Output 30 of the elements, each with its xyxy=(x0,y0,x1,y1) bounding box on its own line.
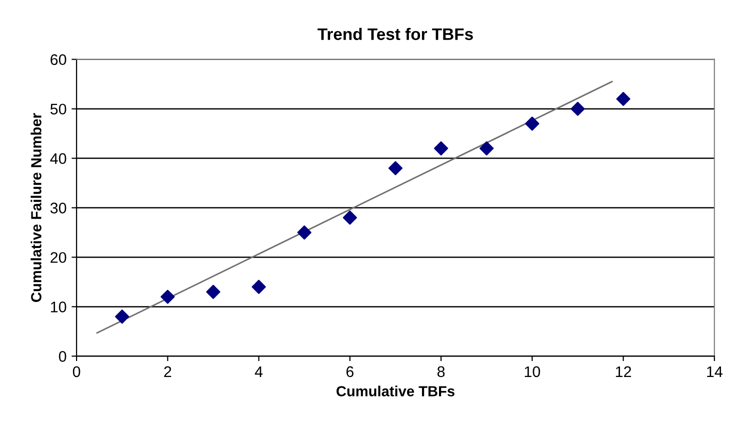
y-axis-title: Cumulative Failure Number xyxy=(30,113,42,302)
point xyxy=(206,284,220,299)
chart-title: Trend Test for TBFs xyxy=(318,28,473,40)
point xyxy=(570,102,585,116)
point xyxy=(434,141,448,156)
point xyxy=(160,290,175,304)
point xyxy=(252,280,266,294)
x-tick-label: 8 xyxy=(437,366,445,378)
point xyxy=(616,92,630,106)
y-tick-label: 20 xyxy=(50,252,66,263)
x-tick-label: 0 xyxy=(72,366,80,378)
x-tick-label: 14 xyxy=(707,366,722,377)
y-tick-label: 10 xyxy=(50,302,66,312)
point xyxy=(388,161,403,176)
x-tick-label: 6 xyxy=(346,366,354,378)
y-tick-label: 30 xyxy=(50,202,66,214)
x-tick-label: 10 xyxy=(524,366,540,378)
x-tick-label: 12 xyxy=(616,366,632,377)
y-tick-label: 0 xyxy=(58,351,66,362)
x-tick-label: 4 xyxy=(254,366,263,377)
x-tick-label: 2 xyxy=(164,366,172,377)
point xyxy=(480,141,494,156)
x-axis-title: Cumulative TBFs xyxy=(336,386,454,396)
point xyxy=(115,310,130,324)
point xyxy=(342,210,357,225)
y-tick-label: 60 xyxy=(50,54,66,66)
point xyxy=(525,116,540,131)
point xyxy=(297,225,312,240)
y-tick-label: 50 xyxy=(50,104,66,115)
y-tick-label: 40 xyxy=(50,153,66,164)
